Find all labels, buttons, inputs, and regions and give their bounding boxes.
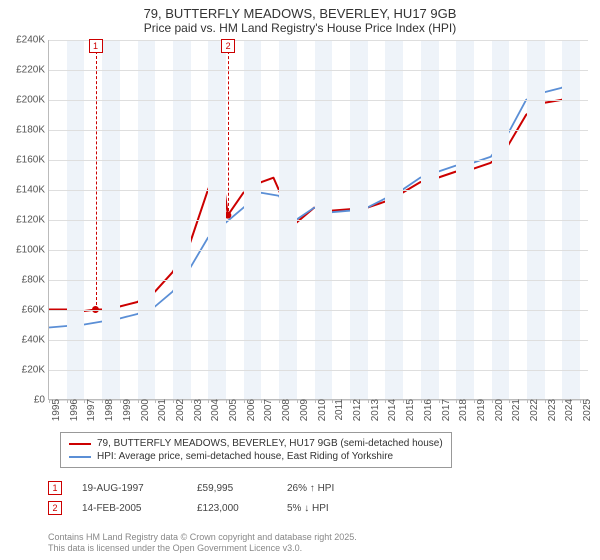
attribution: Contains HM Land Registry data © Crown c… bbox=[48, 532, 357, 555]
x-tick-label: 2019 bbox=[472, 399, 487, 421]
y-tick-label: £220K bbox=[16, 65, 49, 76]
x-tick-label: 1998 bbox=[100, 399, 115, 421]
legend: 79, BUTTERFLY MEADOWS, BEVERLEY, HU17 9G… bbox=[60, 432, 452, 468]
x-tick-label: 2010 bbox=[313, 399, 328, 421]
chart-area: £0£20K£40K£60K£80K£100K£120K£140K£160K£1… bbox=[48, 40, 588, 400]
chart-subtitle: Price paid vs. HM Land Registry's House … bbox=[0, 21, 600, 35]
gridline-h bbox=[49, 190, 588, 191]
x-tick-label: 2009 bbox=[295, 399, 310, 421]
note-price: £59,995 bbox=[197, 483, 267, 494]
x-tick-label: 2023 bbox=[543, 399, 558, 421]
attribution-line-2: This data is licensed under the Open Gov… bbox=[48, 543, 357, 554]
y-tick-label: £240K bbox=[16, 35, 49, 46]
x-tick-label: 2012 bbox=[348, 399, 363, 421]
y-tick-label: £120K bbox=[16, 215, 49, 226]
gridline-h bbox=[49, 220, 588, 221]
marker-box: 2 bbox=[221, 39, 235, 53]
x-tick-label: 2020 bbox=[490, 399, 505, 421]
chart-header: 79, BUTTERFLY MEADOWS, BEVERLEY, HU17 9G… bbox=[0, 0, 600, 37]
marker-box: 1 bbox=[89, 39, 103, 53]
note-marker-icon: 2 bbox=[48, 501, 62, 515]
gridline-h bbox=[49, 340, 588, 341]
legend-item: 79, BUTTERFLY MEADOWS, BEVERLEY, HU17 9G… bbox=[69, 437, 443, 450]
note-marker-icon: 1 bbox=[48, 481, 62, 495]
x-tick-label: 2013 bbox=[366, 399, 381, 421]
x-tick-label: 2016 bbox=[419, 399, 434, 421]
x-tick-label: 2011 bbox=[330, 399, 345, 421]
note-row: 1 19-AUG-1997 £59,995 26% ↑ HPI bbox=[48, 478, 334, 498]
y-tick-label: £20K bbox=[22, 365, 49, 376]
y-tick-label: £80K bbox=[22, 275, 49, 286]
note-date: 19-AUG-1997 bbox=[82, 483, 177, 494]
x-tick-label: 2014 bbox=[383, 399, 398, 421]
gridline-h bbox=[49, 310, 588, 311]
x-tick-label: 2017 bbox=[437, 399, 452, 421]
x-tick-label: 2002 bbox=[171, 399, 186, 421]
x-tick-label: 1997 bbox=[82, 399, 97, 421]
gridline-h bbox=[49, 160, 588, 161]
legend-label: 79, BUTTERFLY MEADOWS, BEVERLEY, HU17 9G… bbox=[97, 438, 443, 449]
x-tick-label: 1999 bbox=[118, 399, 133, 421]
y-tick-label: £160K bbox=[16, 155, 49, 166]
gridline-h bbox=[49, 130, 588, 131]
x-tick-label: 2007 bbox=[259, 399, 274, 421]
marker-line bbox=[228, 46, 229, 216]
gridline-h bbox=[49, 100, 588, 101]
y-tick-label: £40K bbox=[22, 335, 49, 346]
x-tick-label: 2022 bbox=[525, 399, 540, 421]
x-tick-label: 2005 bbox=[224, 399, 239, 421]
marker-line bbox=[96, 46, 97, 310]
x-tick-label: 1996 bbox=[65, 399, 80, 421]
x-tick-label: 2018 bbox=[454, 399, 469, 421]
note-date: 14-FEB-2005 bbox=[82, 503, 177, 514]
legend-item: HPI: Average price, semi-detached house,… bbox=[69, 450, 443, 463]
attribution-line-1: Contains HM Land Registry data © Crown c… bbox=[48, 532, 357, 543]
marker-notes: 1 19-AUG-1997 £59,995 26% ↑ HPI 2 14-FEB-2005… bbox=[48, 478, 334, 518]
legend-swatch bbox=[69, 456, 91, 458]
note-delta: 5% ↓ HPI bbox=[287, 503, 329, 514]
x-tick-label: 2024 bbox=[560, 399, 575, 421]
y-tick-label: £60K bbox=[22, 305, 49, 316]
note-price: £123,000 bbox=[197, 503, 267, 514]
x-tick-label: 1995 bbox=[47, 399, 62, 421]
x-tick-label: 2003 bbox=[189, 399, 204, 421]
x-tick-label: 2025 bbox=[578, 399, 593, 421]
note-delta: 26% ↑ HPI bbox=[287, 483, 334, 494]
legend-swatch bbox=[69, 443, 91, 445]
x-tick-label: 2015 bbox=[401, 399, 416, 421]
x-tick-label: 2008 bbox=[277, 399, 292, 421]
gridline-h bbox=[49, 370, 588, 371]
y-tick-label: £100K bbox=[16, 245, 49, 256]
gridline-h bbox=[49, 250, 588, 251]
legend-label: HPI: Average price, semi-detached house,… bbox=[97, 451, 393, 462]
note-row: 2 14-FEB-2005 £123,000 5% ↓ HPI bbox=[48, 498, 334, 518]
plot-region: £0£20K£40K£60K£80K£100K£120K£140K£160K£1… bbox=[48, 40, 588, 400]
x-tick-label: 2000 bbox=[136, 399, 151, 421]
x-tick-label: 2006 bbox=[242, 399, 257, 421]
gridline-h bbox=[49, 40, 588, 41]
x-tick-label: 2021 bbox=[507, 399, 522, 421]
y-tick-label: £200K bbox=[16, 95, 49, 106]
y-tick-label: £140K bbox=[16, 185, 49, 196]
x-tick-label: 2004 bbox=[206, 399, 221, 421]
gridline-h bbox=[49, 280, 588, 281]
gridline-h bbox=[49, 70, 588, 71]
chart-title: 79, BUTTERFLY MEADOWS, BEVERLEY, HU17 9G… bbox=[0, 6, 600, 21]
y-tick-label: £180K bbox=[16, 125, 49, 136]
x-tick-label: 2001 bbox=[153, 399, 168, 421]
